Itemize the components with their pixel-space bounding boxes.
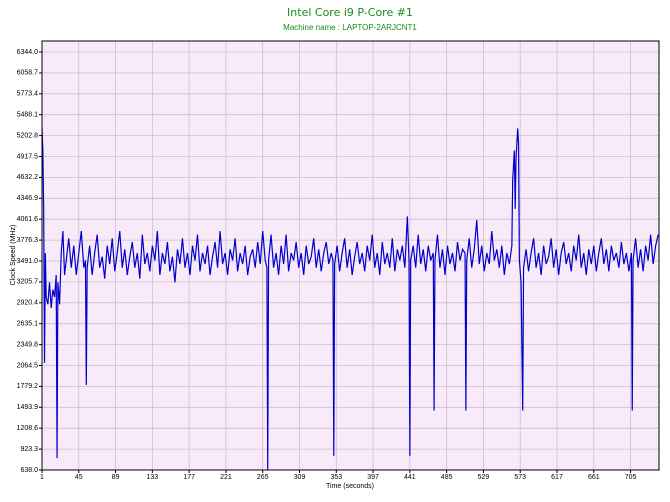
- y-tick-label: 6344.0: [17, 49, 39, 56]
- x-tick-label: 529: [478, 474, 490, 481]
- y-tick-label: 5202.8: [17, 132, 39, 139]
- x-tick-label: 265: [257, 474, 269, 481]
- y-tick-label: 2064.5: [17, 362, 39, 369]
- x-tick-label: 485: [441, 474, 453, 481]
- y-tick-label: 2349.8: [17, 341, 39, 348]
- y-tick-label: 2635.1: [17, 321, 39, 328]
- y-tick-label: 1779.2: [17, 383, 39, 390]
- y-tick-label: 4346.9: [17, 195, 39, 202]
- y-tick-label: 1493.9: [17, 404, 39, 411]
- y-tick-label: 4632.2: [17, 174, 39, 181]
- y-tick-label: 3491.0: [17, 258, 39, 265]
- x-tick-label: 441: [404, 474, 416, 481]
- x-tick-label: 177: [183, 474, 195, 481]
- y-tick-label: 3205.7: [17, 279, 39, 286]
- x-tick-label: 309: [294, 474, 306, 481]
- chart-title: Intel Core i9 P-Core #1: [287, 6, 413, 19]
- x-tick-label: 133: [147, 474, 159, 481]
- x-tick-label: 617: [551, 474, 563, 481]
- x-tick-label: 573: [514, 474, 526, 481]
- y-tick-label: 4917.5: [17, 153, 39, 160]
- y-tick-label: 6058.7: [17, 70, 39, 77]
- y-tick-label: 638.0: [20, 467, 38, 474]
- x-tick-label: 661: [588, 474, 600, 481]
- x-tick-label: 45: [75, 474, 83, 481]
- x-tick-label: 353: [330, 474, 342, 481]
- x-tick-label: 221: [220, 474, 232, 481]
- y-tick-label: 4061.6: [17, 216, 39, 223]
- y-tick-label: 5488.1: [17, 112, 39, 119]
- y-tick-label: 923.3: [20, 446, 38, 453]
- x-tick-label: 705: [625, 474, 637, 481]
- y-tick-label: 1208.6: [17, 425, 39, 432]
- x-axis-label: Time (seconds): [326, 483, 374, 490]
- plot-border: [41, 40, 660, 471]
- y-tick-label: 3776.3: [17, 237, 39, 244]
- series-line: [41, 128, 659, 471]
- x-tick-label: 1: [40, 474, 44, 481]
- y-tick-label: 2920.4: [17, 300, 39, 307]
- chart-subtitle: Machine name : LAPTOP-2ARJCNT1: [283, 23, 417, 32]
- y-axis-label: Clock Speed (MHz): [10, 225, 17, 286]
- x-tick-label: 397: [367, 474, 379, 481]
- y-tick-label: 5773.4: [17, 91, 39, 98]
- x-tick-label: 89: [112, 474, 120, 481]
